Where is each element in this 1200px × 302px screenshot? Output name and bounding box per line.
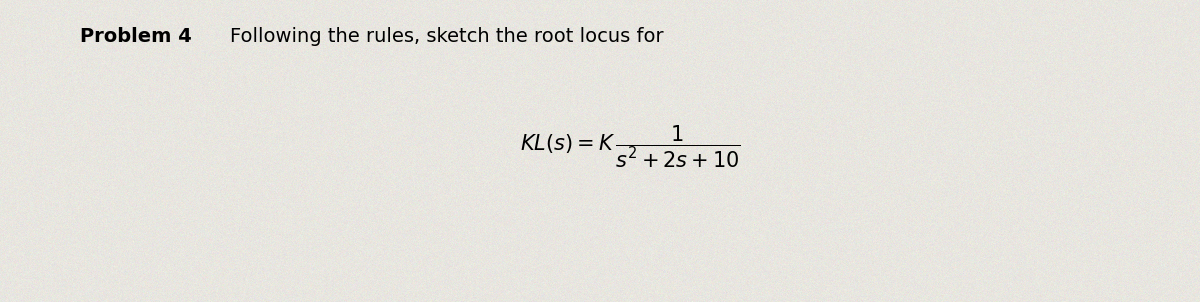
Text: Problem 4: Problem 4 bbox=[80, 27, 192, 47]
Text: Following the rules, sketch the root locus for: Following the rules, sketch the root loc… bbox=[230, 27, 664, 47]
Text: $KL(s) = K\,\dfrac{1}{s^2 + 2s + 10}$: $KL(s) = K\,\dfrac{1}{s^2 + 2s + 10}$ bbox=[520, 124, 740, 170]
